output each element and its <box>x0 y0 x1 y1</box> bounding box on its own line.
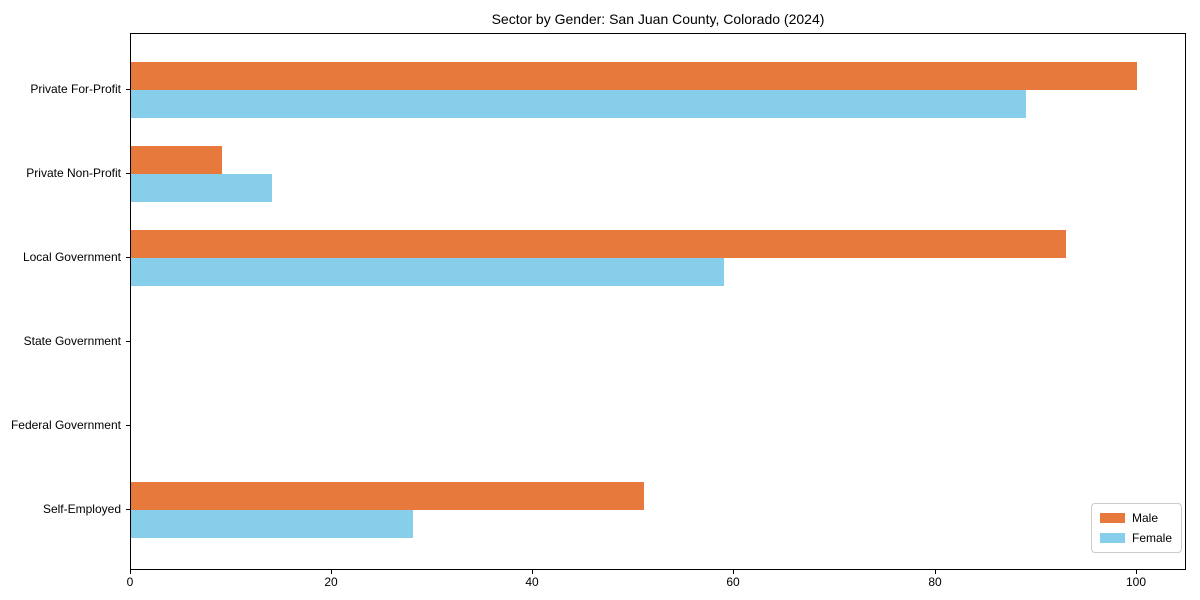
ytick-mark <box>126 509 130 510</box>
xtick-mark <box>733 570 734 574</box>
bar-female-private-for-profit <box>131 90 1026 118</box>
bar-male-private-for-profit <box>131 62 1137 90</box>
xtick-label-80: 80 <box>928 575 942 589</box>
xtick-label-0: 0 <box>126 575 134 589</box>
legend-entry-male: Male <box>1099 511 1172 525</box>
ytick-mark <box>126 425 130 426</box>
chart-title: Sector by Gender: San Juan County, Color… <box>491 11 825 27</box>
xtick-label-20: 20 <box>324 575 338 589</box>
legend-swatch <box>1099 533 1125 543</box>
xtick-mark <box>130 570 131 574</box>
bar-female-private-non-profit <box>131 174 272 202</box>
ytick-mark <box>126 341 130 342</box>
xtick-label-60: 60 <box>726 575 740 589</box>
ytick-label-local-government: Local Government <box>22 250 121 264</box>
bar-male-local-government <box>131 230 1066 258</box>
xtick-label-100: 100 <box>1125 575 1147 589</box>
ytick-mark <box>126 257 130 258</box>
legend-swatch <box>1099 513 1125 523</box>
bar-female-self-employed <box>131 510 413 538</box>
ytick-mark <box>126 89 130 90</box>
bar-female-local-government <box>131 258 724 286</box>
ytick-label-federal-government: Federal Government <box>10 418 121 432</box>
ytick-mark <box>126 173 130 174</box>
xtick-mark <box>935 570 936 574</box>
xtick-label-40: 40 <box>525 575 539 589</box>
plot-area: Male Female <box>130 33 1186 570</box>
ytick-label-private-for-profit: Private For-Profit <box>30 82 121 96</box>
legend-label: Female <box>1131 531 1172 545</box>
ytick-label-self-employed: Self-Employed <box>42 502 121 516</box>
xtick-mark <box>532 570 533 574</box>
ytick-label-private-non-profit: Private Non-Profit <box>26 166 121 180</box>
ytick-label-state-government: State Government <box>23 334 121 348</box>
legend-label: Male <box>1131 511 1158 525</box>
bar-male-private-non-profit <box>131 146 222 174</box>
xtick-mark <box>331 570 332 574</box>
legend: Male Female <box>1090 503 1182 553</box>
legend-entry-female: Female <box>1099 531 1172 545</box>
bar-male-self-employed <box>131 482 644 510</box>
xtick-mark <box>1136 570 1137 574</box>
